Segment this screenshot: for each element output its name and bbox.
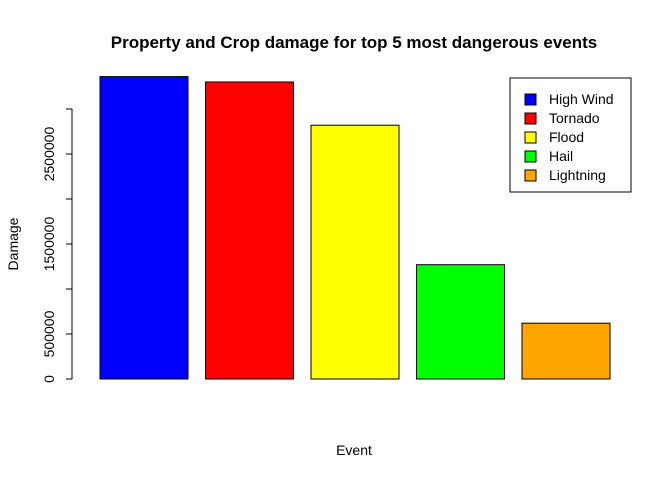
legend-swatch	[524, 169, 537, 182]
bar-flood	[310, 124, 400, 380]
bar-tornado	[205, 81, 294, 380]
legend-swatch	[524, 131, 537, 144]
y-tick-label: 0	[41, 375, 57, 383]
bar-high-wind	[99, 76, 189, 380]
legend: High Wind Tornado Flood Hail Lightning	[509, 77, 632, 193]
y-tick-label: 500000	[41, 310, 57, 357]
legend-label: Flood	[549, 129, 584, 145]
bar-lightning	[521, 322, 611, 380]
bars	[99, 76, 611, 380]
chart-title: Property and Crop damage for top 5 most …	[111, 33, 597, 52]
x-axis-label: Event	[336, 442, 372, 458]
y-axis-label: Damage	[5, 217, 21, 270]
legend-swatch	[524, 112, 537, 125]
y-tick-label: 2500000	[41, 127, 57, 182]
legend-label: High Wind	[549, 91, 614, 107]
legend-label: Hail	[549, 148, 573, 164]
bar-hail	[416, 264, 505, 380]
y-ticks: 0 500000 1500000 2500000	[41, 108, 72, 383]
legend-swatch	[524, 150, 537, 163]
legend-label: Tornado	[549, 110, 600, 126]
legend-label: Lightning	[549, 167, 606, 183]
y-tick-label: 1500000	[41, 217, 57, 272]
legend-swatch	[524, 93, 537, 106]
